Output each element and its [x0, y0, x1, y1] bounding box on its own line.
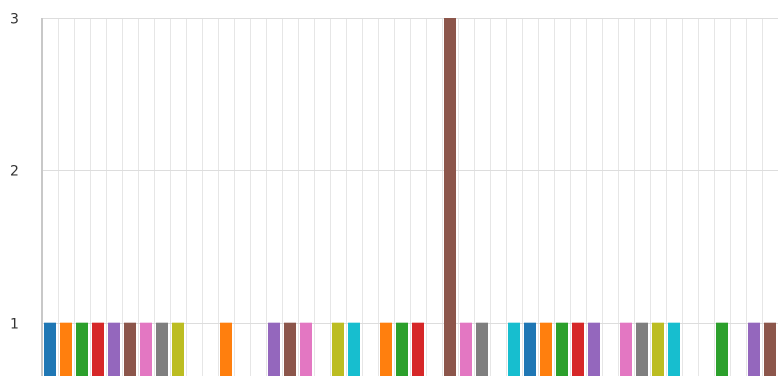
bar[interactable] [572, 322, 584, 376]
bar[interactable] [524, 322, 536, 376]
bar[interactable] [44, 322, 56, 376]
bar[interactable] [652, 322, 664, 376]
bar[interactable] [348, 322, 360, 376]
bar[interactable] [668, 322, 680, 376]
axis-layer: 1 2 3 [10, 12, 43, 376]
bar[interactable] [172, 322, 184, 376]
bar[interactable] [508, 322, 520, 376]
bar[interactable] [140, 322, 152, 376]
bar[interactable] [156, 322, 168, 376]
bar[interactable] [716, 322, 728, 376]
bar[interactable] [748, 322, 760, 376]
bar[interactable] [396, 322, 408, 376]
bar[interactable] [268, 322, 280, 376]
bar[interactable] [300, 322, 312, 376]
bar[interactable] [444, 18, 456, 376]
bar[interactable] [556, 322, 568, 376]
bar[interactable] [636, 322, 648, 376]
bar[interactable] [124, 322, 136, 376]
bar[interactable] [460, 322, 472, 376]
bar[interactable] [476, 322, 488, 376]
bar[interactable] [588, 322, 600, 376]
bar[interactable] [620, 322, 632, 376]
bar[interactable] [332, 322, 344, 376]
bar[interactable] [540, 322, 552, 376]
bar[interactable] [60, 322, 72, 376]
y-tick-label: 3 [10, 12, 19, 28]
y-tick-label: 2 [10, 164, 19, 180]
grid-layer [42, 18, 778, 376]
bar[interactable] [380, 322, 392, 376]
bar[interactable] [76, 322, 88, 376]
bar[interactable] [220, 322, 232, 376]
bar[interactable] [92, 322, 104, 376]
y-tick-label: 1 [10, 317, 19, 333]
bar[interactable] [108, 322, 120, 376]
bar[interactable] [764, 322, 776, 376]
bar[interactable] [284, 322, 296, 376]
bar[interactable] [412, 322, 424, 376]
bars-layer [44, 18, 776, 376]
